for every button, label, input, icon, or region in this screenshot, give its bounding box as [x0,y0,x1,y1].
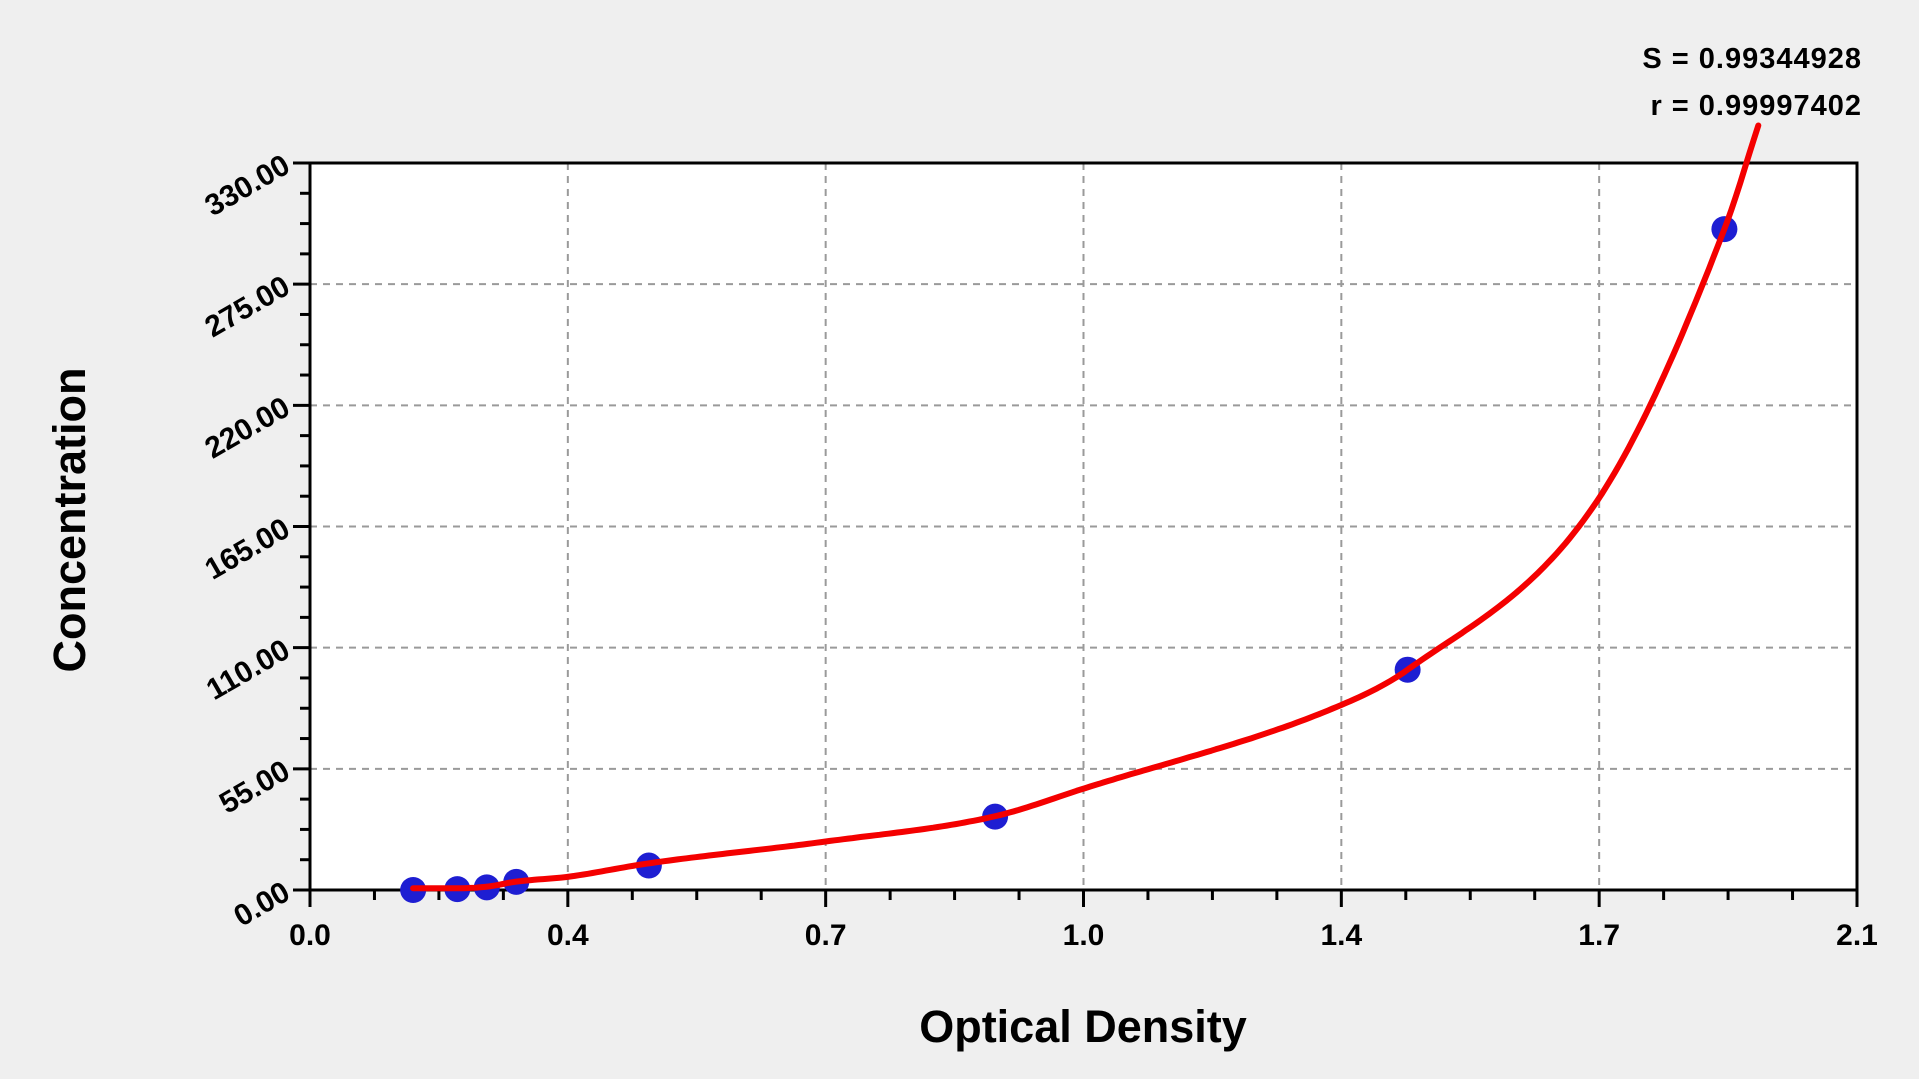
x-tick-label: 0.4 [547,919,589,952]
x-tick-label: 0.0 [289,919,331,952]
y-axis-title: Concentration [44,367,95,672]
y-tick-label: 330.00 [200,148,296,222]
fit-curve-layer [410,122,1762,892]
y-tick-label: 275.00 [200,270,296,344]
y-tick-label: 0.00 [228,875,295,933]
x-tick-label: 1.7 [1578,919,1620,952]
ticks-layer [293,161,1859,907]
y-tick-label: 110.00 [201,633,296,707]
x-tick-label: 0.7 [805,919,847,952]
stat-r-value: r = 0.99997402 [1650,90,1862,122]
x-tick-label: 1.4 [1320,919,1362,952]
gridlines-layer [310,163,1857,890]
x-axis-title: Optical Density [919,1001,1247,1052]
x-tick-label: 1.0 [1063,919,1105,952]
fit-curve [410,122,1762,892]
y-tick-label: 55.00 [214,754,296,820]
y-tick-label: 165.00 [200,512,296,586]
x-tick-label: 2.1 [1836,919,1878,952]
y-tick-label: 220.00 [200,391,296,465]
stat-s-value: S = 0.99344928 [1642,43,1862,75]
